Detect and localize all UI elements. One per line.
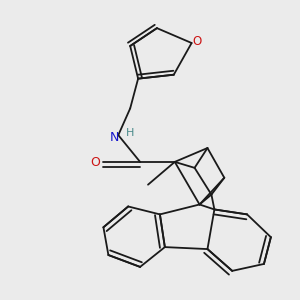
Text: N: N (110, 130, 119, 144)
Text: O: O (91, 156, 100, 170)
Text: O: O (192, 34, 201, 47)
Text: H: H (126, 128, 134, 138)
